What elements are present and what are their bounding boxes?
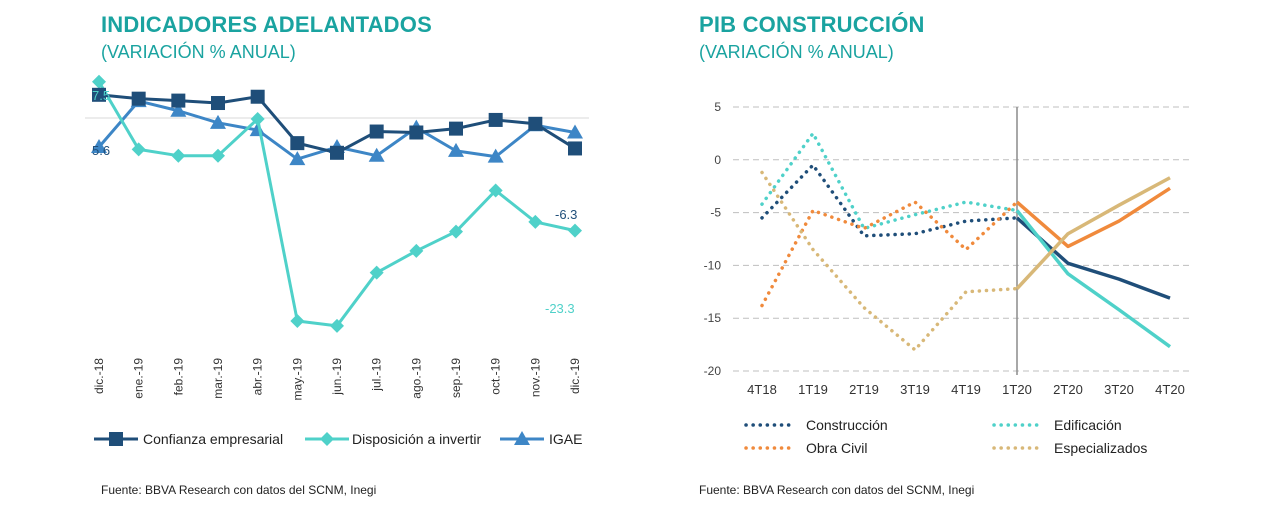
data-point-igae [368, 147, 385, 162]
data-point-disposicion-a-invertir [290, 314, 305, 328]
legend-label-igae: IGAE [549, 431, 582, 447]
x-tick-label: ago.-19 [409, 358, 423, 399]
x-tick-label: 4T19 [951, 382, 981, 397]
chart-subtitle-left: (VARIACIÓN % ANUAL) [101, 42, 296, 62]
chart-subtitle-right: (VARIACIÓN % ANUAL) [699, 42, 894, 62]
series-line-forecast-obra-civil [1015, 186, 1171, 249]
data-point-igae [487, 148, 504, 163]
x-tick-label: sep.-19 [449, 358, 463, 398]
chart-pib-construccion: 5 0 -5 -10 -15 -20 4T18 1T19 2T19 3T19 4T19 1T20 2T2… [704, 100, 1193, 456]
x-tick-label: feb.-19 [171, 358, 185, 396]
data-point-disposicion-a-invertir [330, 318, 344, 333]
panel-pib-construccion: PIB CONSTRUCCIÓN (VARIACIÓN % ANUAL) 5 0 -… [640, 0, 1276, 512]
data-point-disposicion-a-invertir [488, 183, 503, 198]
source-note-right: Fuente: BBVA Research con datos del SCNM… [699, 483, 975, 497]
legend-label-construccion: Construcción [806, 417, 888, 433]
data-point-confianza-empresarial [409, 125, 424, 140]
data-label: 5.6 [92, 143, 110, 158]
x-tick-label: may.-19 [290, 358, 304, 401]
data-point-confianza-empresarial [488, 112, 503, 127]
x-tick-label: abr.-19 [251, 358, 265, 396]
x-tick-label: 4T18 [747, 382, 777, 397]
x-tick-label: 4T20 [1155, 382, 1185, 397]
data-point-confianza-empresarial [211, 96, 225, 111]
series-line-forecast-especializados [1015, 176, 1171, 290]
series-line-historic-edificacion [760, 131, 1019, 231]
series-line-historic-obra-civil [760, 200, 1019, 308]
data-point-disposicion-a-invertir [211, 148, 225, 163]
legend-marker-igae [514, 431, 530, 445]
legend-label-confianza-empresarial: Confianza empresarial [143, 431, 283, 447]
data-point-confianza-empresarial [369, 124, 384, 139]
data-point-confianza-empresarial [171, 93, 186, 108]
data-point-disposicion-a-invertir [568, 223, 582, 238]
data-point-igae [448, 142, 464, 157]
x-tick-label: jul.-19 [370, 358, 384, 392]
y-tick-label: -10 [704, 258, 722, 272]
legend-marker-disposicion-a-invertir [320, 432, 334, 446]
x-tick-label: dic.-19 [568, 358, 582, 394]
data-point-disposicion-a-invertir [409, 243, 424, 258]
data-point-disposicion-a-invertir [449, 224, 463, 239]
x-tick-label: mar.-19 [211, 358, 225, 399]
data-point-igae [170, 102, 187, 117]
data-point-igae [567, 124, 583, 139]
source-note-left: Fuente: BBVA Research con datos del SCNM… [101, 483, 377, 497]
chart-title-left: INDICADORES ADELANTADOS [101, 12, 432, 37]
x-tick-label: 2T20 [1053, 382, 1083, 397]
y-tick-label: -5 [710, 206, 721, 220]
y-tick-label: -15 [704, 311, 722, 325]
legend-label-disposicion-a-invertir: Disposición a invertir [352, 431, 481, 447]
series-line-historic-especializados [760, 170, 1019, 352]
data-point-disposicion-a-invertir [171, 148, 186, 163]
data-point-confianza-empresarial [92, 87, 106, 102]
series-line-forecast-construccion [1015, 216, 1171, 300]
data-point-disposicion-a-invertir [528, 214, 543, 229]
data-point-igae [210, 114, 226, 129]
data-point-confianza-empresarial [528, 116, 543, 131]
x-tick-label: 3T20 [1104, 382, 1134, 397]
data-label: 7.5 [92, 88, 110, 103]
x-tick-label: 2T19 [849, 382, 879, 397]
data-label: -6.3 [555, 207, 577, 222]
data-point-disposicion-a-invertir [369, 265, 384, 280]
x-tick-label: oct.-19 [489, 358, 503, 395]
data-point-igae [91, 139, 107, 153]
y-tick-label: -20 [704, 364, 722, 378]
chart-title-right: PIB CONSTRUCCIÓN [699, 12, 925, 37]
x-tick-label: dic.-18 [92, 358, 106, 394]
data-point-disposicion-a-invertir [250, 111, 265, 126]
x-tick-label: 3T19 [900, 382, 930, 397]
legend-label-obra-civil: Obra Civil [806, 440, 867, 456]
data-point-disposicion-a-invertir [131, 142, 146, 157]
legend-label-especializados: Especializados [1054, 440, 1147, 456]
data-point-disposicion-a-invertir [92, 74, 106, 89]
chart-indicadores: dic.-18 ene.-19 feb.-19 mar.-19 abr.-19 may.-… [85, 74, 589, 447]
y-tick-label: 0 [714, 153, 721, 167]
data-point-confianza-empresarial [449, 121, 463, 136]
data-point-confianza-empresarial [250, 89, 265, 104]
data-point-confianza-empresarial [330, 145, 344, 160]
x-tick-label: 1T19 [798, 382, 828, 397]
x-tick-label: ene.-19 [132, 358, 146, 399]
legend-marker-confianza-empresarial [109, 432, 123, 446]
legend-label-edificacion: Edificación [1054, 417, 1122, 433]
x-tick-label: jun.-19 [330, 358, 344, 396]
data-point-igae [289, 151, 306, 166]
x-tick-label: 1T20 [1002, 382, 1032, 397]
series-line-forecast-edificacion [1015, 209, 1172, 349]
data-label: -23.3 [545, 301, 575, 316]
data-point-confianza-empresarial [568, 141, 582, 156]
series-line-historic-construccion [760, 163, 1019, 238]
data-point-confianza-empresarial [290, 136, 305, 151]
x-tick-label: nov.-19 [528, 358, 542, 397]
panel-indicadores: INDICADORES ADELANTADOS (VARIACIÓN % ANU… [85, 12, 589, 497]
y-tick-label: 5 [714, 100, 721, 114]
data-point-confianza-empresarial [131, 91, 146, 106]
